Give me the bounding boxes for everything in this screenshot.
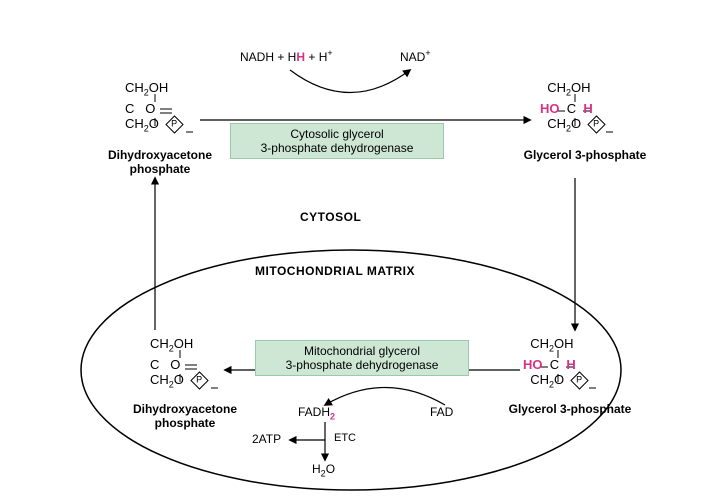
etc-label: ETC bbox=[334, 432, 356, 444]
fad-label: FAD bbox=[430, 405, 453, 419]
enzyme-cytosolic: Cytosolic glycerol 3-phosphate dehydroge… bbox=[230, 123, 444, 159]
matrix-label: MITOCHONDRIAL MATRIX bbox=[255, 264, 415, 278]
g3p-top-structure: CH2OH HO C H CH2O P bbox=[540, 80, 640, 136]
g3p-top-name: Glycerol 3-phosphate bbox=[510, 148, 660, 162]
dhap-top-name: Dihydroxyacetone phosphate bbox=[95, 148, 225, 176]
dhap-top-structure: CH2OH C O CH2O P bbox=[125, 80, 205, 136]
nadh-label: NADH + HH + H+ bbox=[240, 48, 333, 64]
diagram-lines bbox=[0, 0, 702, 504]
dhap-bottom-structure: CH2OH C O CH2O P bbox=[150, 336, 230, 392]
dhap-bottom-name: Dihydroxyacetone phosphate bbox=[120, 402, 250, 430]
atp-label: 2ATP bbox=[252, 432, 281, 446]
h2o-label: H2O bbox=[312, 462, 335, 478]
fadh2-label: FADH2 bbox=[298, 405, 335, 421]
nad-label: NAD+ bbox=[400, 48, 431, 64]
g3p-bottom-structure: CH2OH HO C H CH2O P bbox=[523, 336, 623, 392]
enzyme-mitochondrial: Mitochondrial glycerol 3-phosphate dehyd… bbox=[255, 340, 469, 376]
cytosol-label: CYTOSOL bbox=[300, 210, 361, 224]
g3p-bottom-name: Glycerol 3-phosphate bbox=[495, 402, 645, 416]
